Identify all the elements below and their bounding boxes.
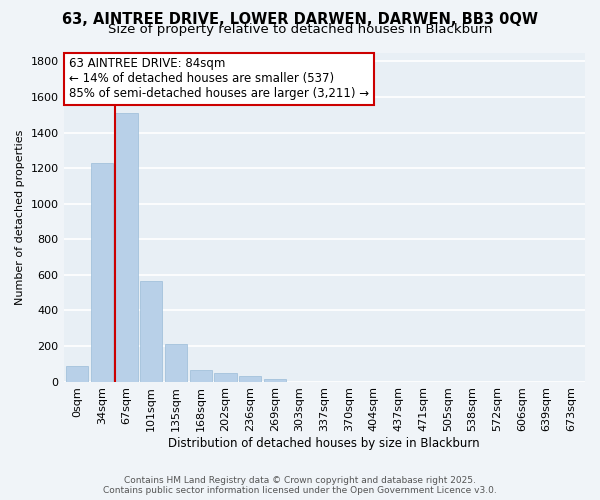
Text: Size of property relative to detached houses in Blackburn: Size of property relative to detached ho… bbox=[108, 22, 492, 36]
Bar bbox=[239, 376, 261, 382]
Bar bbox=[140, 281, 163, 382]
Bar bbox=[165, 344, 187, 382]
Bar bbox=[115, 113, 137, 382]
Bar bbox=[264, 378, 286, 382]
Bar bbox=[66, 366, 88, 382]
Bar bbox=[214, 373, 236, 382]
Text: 63, AINTREE DRIVE, LOWER DARWEN, DARWEN, BB3 0QW: 63, AINTREE DRIVE, LOWER DARWEN, DARWEN,… bbox=[62, 12, 538, 28]
Y-axis label: Number of detached properties: Number of detached properties bbox=[15, 130, 25, 304]
Text: Contains HM Land Registry data © Crown copyright and database right 2025.
Contai: Contains HM Land Registry data © Crown c… bbox=[103, 476, 497, 495]
X-axis label: Distribution of detached houses by size in Blackburn: Distribution of detached houses by size … bbox=[169, 437, 480, 450]
Bar bbox=[190, 370, 212, 382]
Text: 63 AINTREE DRIVE: 84sqm
← 14% of detached houses are smaller (537)
85% of semi-d: 63 AINTREE DRIVE: 84sqm ← 14% of detache… bbox=[69, 58, 369, 100]
Bar bbox=[91, 163, 113, 382]
